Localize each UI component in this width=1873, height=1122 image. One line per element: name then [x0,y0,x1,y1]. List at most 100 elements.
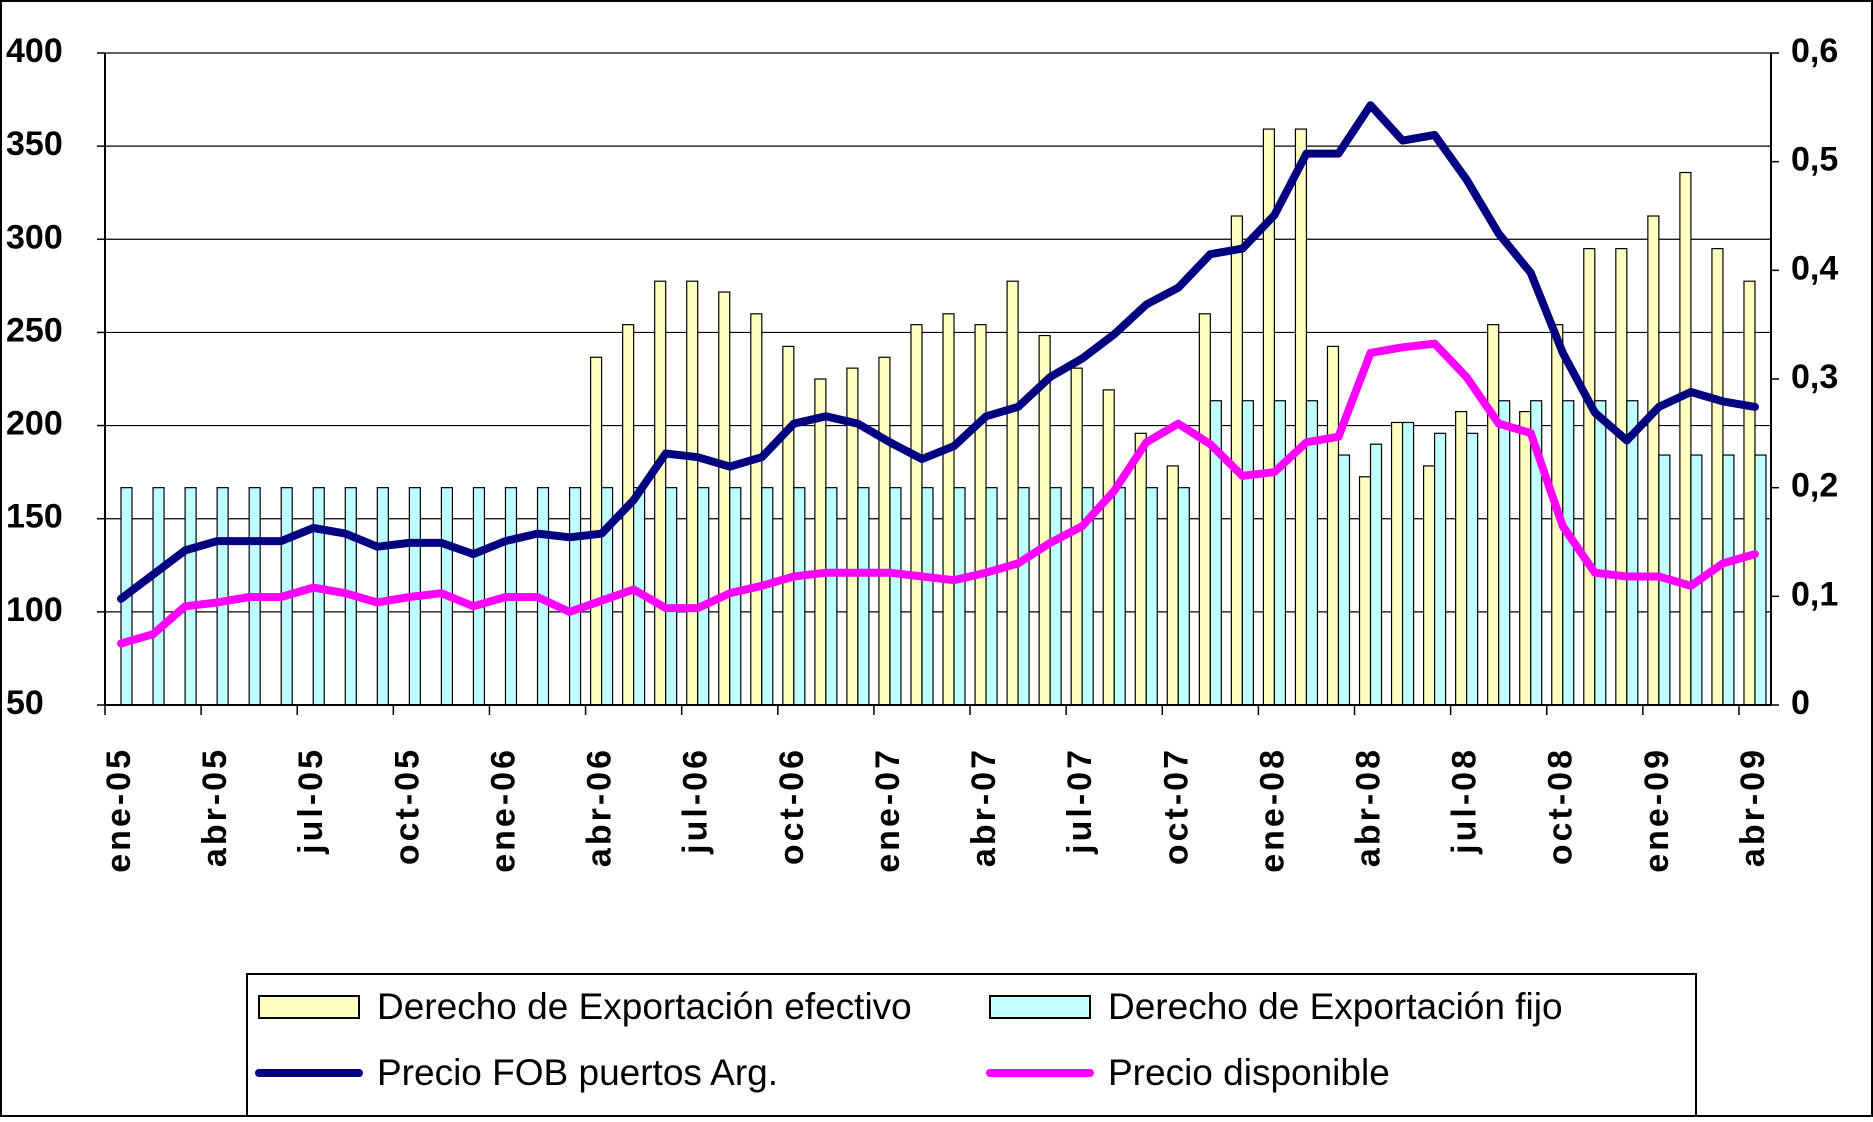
x-tick-label: abr-07 [965,747,1003,867]
y-tick-label: 300 [6,218,63,256]
x-tick-label: ene-08 [1253,747,1291,873]
bar [1006,280,1019,706]
y-tick-label: 50 [6,684,44,722]
bar [1519,411,1532,706]
bar [568,487,582,706]
bar [1198,313,1211,706]
legend-swatch [258,995,360,1019]
x-tick-label: jul-08 [1446,747,1484,855]
bar [1390,421,1404,706]
bar [376,487,389,706]
y2-tick-label: 0 [1791,684,1810,722]
bar [1433,432,1447,706]
legend-label: Derecho de Exportación fijo [1108,986,1563,1027]
bar [1326,345,1340,706]
bar [1401,421,1415,706]
y2-tick-label: 0,5 [1791,141,1838,179]
bar [1177,487,1190,706]
bar [1711,248,1724,706]
y2-tick-label: 0,2 [1791,467,1838,505]
bar [718,291,731,706]
bar [654,280,667,706]
x-tick-label: jul-05 [292,747,330,855]
line [117,339,1759,648]
bar [1070,367,1083,706]
bar [1594,400,1607,706]
legend-label: Precio disponible [1108,1052,1390,1093]
x-tick-label: ene-06 [484,747,522,873]
y2-tick-label: 0,1 [1791,575,1838,613]
bar [910,324,923,706]
bar [921,487,934,706]
y2-tick-label: 0,3 [1791,358,1838,396]
x-tick-label: abr-06 [581,747,619,867]
bar [1466,432,1479,706]
bar [184,487,197,706]
x-tick-label: oct-07 [1157,747,1195,865]
bar [889,487,902,706]
x-tick-label: ene-09 [1638,747,1676,873]
bar [878,356,891,706]
bar [1230,215,1243,706]
bar [761,487,774,706]
bar [686,280,699,706]
bar [1754,454,1767,706]
legend-label: Precio FOB puertos Arg. [377,1052,778,1093]
bar [985,487,998,706]
bar [1145,487,1158,706]
y-tick-label: 350 [6,125,63,163]
bar [1647,215,1660,706]
bar [1422,465,1436,706]
bar [1049,487,1062,706]
x-tick-label: jul-07 [1061,747,1099,855]
y2-tick-label: 0,4 [1791,249,1838,287]
bar [1722,454,1735,706]
bar [1358,476,1372,706]
y2-tick-label: 0,6 [1791,32,1838,70]
bar [1241,400,1254,706]
plot-area: 50 100 150 200 250 300 350 400 0 0,1 0,2 0,3 0,4 0,5 0… [6,32,1838,873]
y-tick-label: 250 [6,311,63,349]
bar [216,487,229,706]
bar [814,378,827,706]
x-tick-label: oct-08 [1542,747,1580,865]
bar [1498,400,1511,706]
y-tick-label: 200 [6,405,63,443]
bar [1679,171,1692,706]
bar [1615,248,1628,706]
bar [312,487,325,706]
bar [942,313,955,706]
bar [1166,465,1179,706]
legend-swatch [989,995,1091,1019]
bar [1102,389,1115,706]
x-tick-label: abr-08 [1350,747,1388,867]
bar [1369,443,1383,706]
bar [1562,400,1575,706]
bar [974,324,987,706]
bar [1294,128,1308,706]
bar [793,487,806,706]
x-tick-label: oct-06 [773,747,811,865]
bar [472,487,486,706]
bar [665,487,678,706]
bar [1626,400,1639,706]
bar [1305,400,1319,706]
x-tick-label: abr-05 [196,747,234,867]
x-tick-label: ene-07 [869,747,907,873]
legend-label: Derecho de Exportación efectivo [377,986,912,1027]
line [117,101,1759,603]
bar [750,313,763,706]
x-tick-label: jul-06 [677,747,715,855]
bar [1113,487,1126,706]
bar [1273,400,1287,706]
bar [1743,280,1756,706]
y-tick-label: 150 [6,498,63,536]
legend-box [246,973,1697,1117]
y-tick-label: 100 [6,591,63,629]
x-tick-label: ene-05 [100,747,138,873]
bar [1487,324,1500,706]
bar [1017,487,1030,706]
x-tick-label: oct-05 [388,747,426,865]
bar [1455,411,1468,706]
